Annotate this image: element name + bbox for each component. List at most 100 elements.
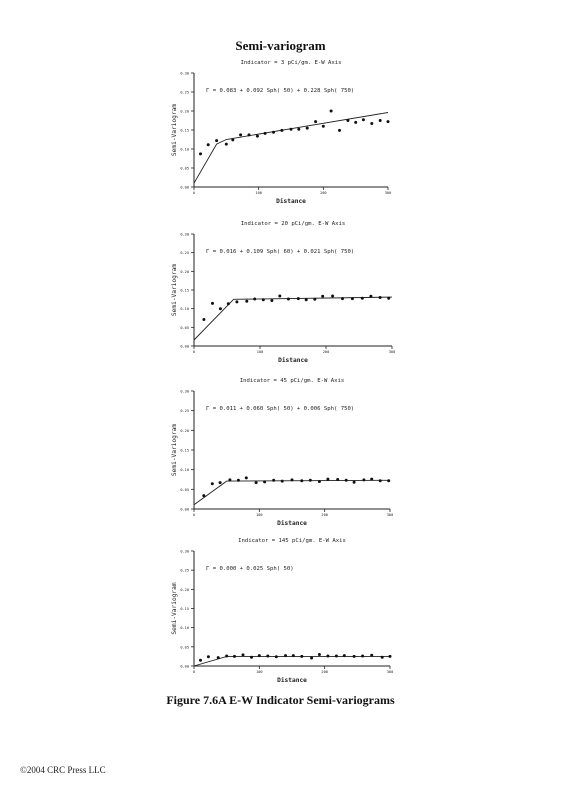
data-point [378, 119, 382, 122]
page-title: Semi-variogram [235, 38, 326, 53]
data-point [369, 294, 373, 298]
y-tick-label: 0.20 [180, 588, 189, 592]
y-tick-label: 0.25 [180, 251, 189, 255]
data-point [244, 476, 248, 480]
data-point [263, 480, 267, 484]
data-point [352, 480, 356, 484]
y-axis-label: Semi-Variogram [171, 104, 178, 156]
data-point [199, 152, 202, 156]
data-point [378, 479, 382, 483]
chart-panel-3: 0.00 0.05 0.10 0.15 0.20 0.25 0.30 0 100 200 300 In… [171, 378, 393, 527]
data-point [291, 654, 295, 658]
data-point [199, 658, 202, 662]
data-point [216, 656, 220, 660]
data-point [225, 654, 229, 658]
data-point [317, 653, 321, 656]
y-tick-label: 0.10 [180, 468, 189, 472]
data-point [370, 122, 374, 125]
y-tick-label: 0.05 [180, 167, 189, 171]
data-point [236, 478, 240, 482]
x-axis-label: Distance [277, 519, 307, 527]
data-point [331, 294, 335, 298]
data-point [202, 318, 206, 321]
x-axis-label: Distance [277, 676, 307, 684]
data-point [361, 654, 365, 658]
y-tick-label: 0.30 [180, 72, 189, 76]
data-point [215, 139, 219, 143]
x-tick-label: 300 [387, 513, 394, 517]
y-axis-label: Semi-Variogram [171, 424, 178, 476]
data-point [329, 109, 333, 113]
y-tick-label: 0.15 [180, 289, 189, 293]
data-point [210, 482, 214, 486]
data-point [266, 654, 270, 658]
x-tick-label: 0 [193, 670, 195, 674]
data-point [321, 124, 325, 128]
y-tick-label: 0.10 [180, 626, 189, 630]
data-point [241, 653, 245, 657]
data-point [338, 128, 341, 132]
data-point [233, 654, 236, 658]
x-tick-label: 200 [321, 513, 328, 517]
y-tick-label: 0.15 [180, 129, 189, 133]
data-point [270, 299, 274, 302]
data-point [218, 307, 222, 311]
y-tick-label: 0.25 [180, 91, 189, 95]
data-point [247, 133, 251, 137]
data-point [224, 142, 228, 146]
data-point [297, 127, 301, 131]
x-tick-label: 200 [323, 350, 330, 354]
y-tick-label: 0.10 [180, 307, 189, 311]
model-equation: Γ = 0.016 + 0.109 Sph( 60) + 0.021 Sph( … [206, 249, 354, 255]
data-point [310, 656, 314, 660]
data-point [361, 118, 365, 122]
data-point [218, 481, 222, 485]
data-point [206, 143, 210, 147]
data-point [360, 296, 364, 300]
data-point [272, 130, 275, 134]
y-tick-label: 0.00 [180, 345, 189, 349]
data-point [255, 134, 259, 138]
data-point [274, 655, 278, 659]
data-point [239, 133, 243, 137]
data-point [254, 481, 258, 485]
y-tick-label: 0.05 [180, 488, 189, 492]
data-point [296, 297, 300, 301]
data-point [304, 298, 308, 302]
data-point [206, 655, 210, 659]
data-point [326, 654, 330, 658]
data-point [280, 479, 284, 483]
y-tick-label: 0.15 [180, 449, 189, 453]
x-tick-label: 0 [193, 350, 195, 354]
y-tick-label: 0.05 [180, 645, 189, 649]
model-equation: Γ = 0.011 + 0.060 Sph( 50) + 0.006 Sph( … [206, 406, 354, 412]
y-tick-label: 0.05 [180, 326, 189, 330]
data-point [228, 478, 232, 482]
x-tick-label: 100 [257, 350, 264, 354]
y-tick-label: 0.25 [180, 409, 189, 413]
data-point [387, 296, 391, 300]
data-point [235, 300, 239, 304]
data-point [370, 653, 374, 657]
x-tick-label: 300 [385, 191, 392, 195]
chart-title: Indicator = 3 pCi/gm. E-W Axis [240, 60, 341, 66]
y-tick-label: 0.00 [180, 665, 189, 669]
data-point [202, 494, 206, 498]
x-tick-label: 200 [320, 191, 327, 195]
model-curve [193, 112, 389, 184]
data-point [344, 478, 348, 482]
x-tick-label: 0 [193, 513, 195, 517]
data-point [300, 654, 304, 658]
data-point [321, 294, 325, 298]
data-point [308, 478, 312, 482]
data-point [354, 120, 358, 124]
data-point [346, 119, 350, 122]
data-point [286, 297, 290, 301]
data-point [280, 128, 284, 132]
data-point [305, 126, 309, 130]
data-point [317, 480, 321, 483]
x-tick-label: 100 [256, 513, 263, 517]
data-point [289, 127, 293, 131]
data-point [226, 302, 230, 306]
